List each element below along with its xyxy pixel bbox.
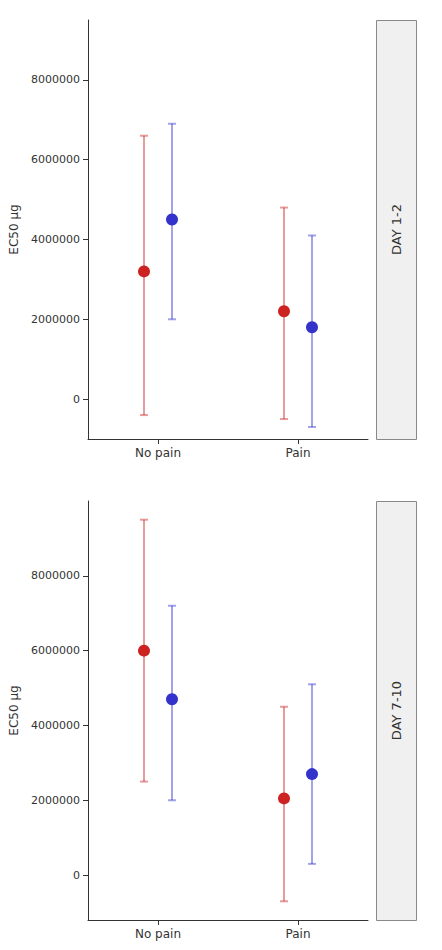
svg-text:4000000: 4000000 [31, 233, 80, 246]
svg-text:8000000: 8000000 [31, 73, 80, 86]
svg-text:2000000: 2000000 [31, 794, 80, 807]
svg-text:6000000: 6000000 [31, 153, 80, 166]
svg-text:8000000: 8000000 [31, 569, 80, 582]
svg-text:DAY 7-10: DAY 7-10 [389, 681, 404, 740]
svg-text:Pain: Pain [286, 927, 311, 941]
svg-text:EC50 μg: EC50 μg [7, 685, 21, 735]
svg-text:DAY 1-2: DAY 1-2 [389, 204, 404, 255]
svg-text:No pain: No pain [135, 927, 181, 941]
svg-text:0: 0 [73, 393, 80, 406]
svg-text:0: 0 [73, 869, 80, 882]
svg-text:6000000: 6000000 [31, 644, 80, 657]
svg-text:EC50 μg: EC50 μg [7, 204, 21, 254]
svg-text:No pain: No pain [135, 446, 181, 460]
svg-text:2000000: 2000000 [31, 313, 80, 326]
svg-text:4000000: 4000000 [31, 719, 80, 732]
svg-text:Pain: Pain [286, 446, 311, 460]
